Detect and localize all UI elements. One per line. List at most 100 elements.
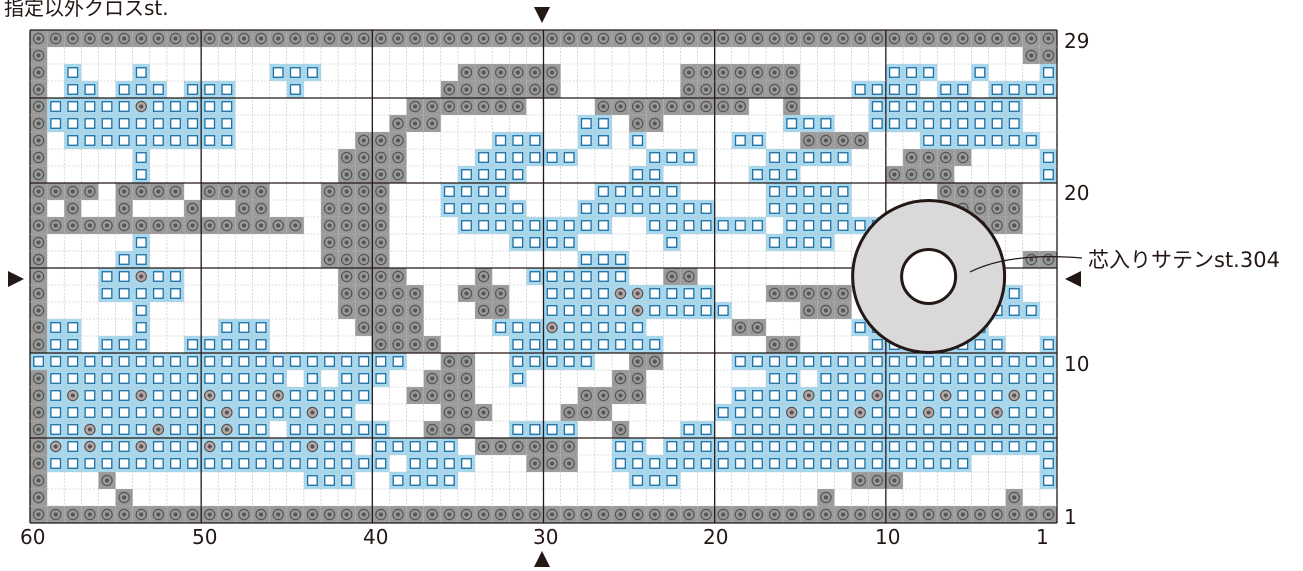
ring-stitch-mark bbox=[905, 508, 918, 521]
ring-stitch-dot bbox=[276, 36, 281, 41]
cross-stitch-mark bbox=[546, 356, 558, 367]
cross-stitch-mark bbox=[769, 169, 781, 180]
cross-stitch-mark bbox=[820, 186, 832, 197]
cross-stitch-mark bbox=[170, 390, 181, 401]
cross-stitch-mark bbox=[495, 169, 507, 180]
ring-stitch-dot bbox=[498, 70, 503, 75]
ring-stitch-mark bbox=[734, 83, 747, 96]
cross-stitch-mark bbox=[734, 135, 746, 146]
cross-stitch-mark bbox=[135, 135, 147, 146]
ring-stitch-dot bbox=[909, 172, 914, 177]
cross-stitch-mark bbox=[683, 152, 695, 163]
ring-stitch-mark bbox=[991, 219, 1003, 232]
cross-stitch-mark bbox=[67, 373, 79, 384]
ring-stitch-mark bbox=[529, 32, 541, 45]
cross-stitch-mark bbox=[666, 220, 678, 231]
cross-stitch-mark bbox=[101, 390, 113, 401]
cross-stitch-mark bbox=[649, 288, 661, 299]
ring-stitch-dot bbox=[823, 495, 828, 500]
ring-stitch-mark bbox=[580, 406, 593, 419]
ring-stitch-dot bbox=[70, 206, 75, 211]
ring-stitch-dot bbox=[36, 274, 41, 279]
ring-stitch-mark bbox=[186, 219, 199, 232]
cross-stitch-mark bbox=[923, 458, 935, 469]
cross-stitch-mark bbox=[461, 220, 472, 231]
ring-stitch-dot bbox=[669, 104, 674, 109]
cross-stitch-mark bbox=[769, 390, 781, 401]
ring-stitch-dot bbox=[738, 104, 743, 109]
ring-stitch-mark bbox=[477, 32, 490, 45]
cross-stitch-mark bbox=[512, 135, 524, 146]
ring-stitch-dot bbox=[567, 512, 572, 517]
ring-stitch-dot bbox=[995, 512, 1000, 517]
ring-stitch-mark bbox=[186, 202, 199, 215]
ring-stitch-mark bbox=[67, 185, 79, 198]
ring-stitch-dot bbox=[550, 36, 555, 41]
ring-stitch-dot bbox=[413, 393, 418, 398]
ring-stitch-mark bbox=[426, 389, 438, 402]
cross-stitch-mark bbox=[495, 152, 507, 163]
cross-stitch-mark bbox=[341, 390, 353, 401]
ring-stitch-mark bbox=[32, 185, 45, 198]
cross-stitch-mark bbox=[118, 254, 130, 265]
x-tick-40: 40 bbox=[363, 525, 389, 549]
cross-stitch-mark bbox=[1042, 67, 1054, 78]
ring-stitch-mark bbox=[32, 389, 45, 402]
ring-stitch-dot bbox=[430, 342, 435, 347]
cross-stitch-mark bbox=[820, 390, 832, 401]
cross-stitch-mark bbox=[1008, 356, 1020, 367]
ring-stitch-mark bbox=[392, 270, 404, 283]
ring-stitch-mark bbox=[323, 508, 336, 521]
ring-stitch-mark bbox=[255, 32, 267, 45]
ring-stitch-mark bbox=[340, 185, 353, 198]
cross-stitch-mark bbox=[118, 424, 130, 435]
x-tick-1: 1 bbox=[1036, 525, 1049, 549]
ring-stitch-mark bbox=[871, 32, 884, 45]
ring-stitch-dot bbox=[344, 223, 349, 228]
ring-stitch-mark bbox=[888, 474, 901, 487]
ring-stitch-mark bbox=[375, 508, 387, 521]
ring-stitch-dot bbox=[909, 155, 914, 160]
ring-stitch-mark bbox=[477, 287, 490, 300]
ring-stitch-dot bbox=[584, 512, 589, 517]
cross-stitch-mark bbox=[837, 390, 849, 401]
ring-stitch-mark bbox=[443, 100, 456, 113]
ring-stitch-dot bbox=[532, 461, 537, 466]
cross-stitch-mark bbox=[563, 339, 575, 350]
cross-stitch-mark bbox=[546, 288, 558, 299]
ring-stitch-mark bbox=[785, 83, 798, 96]
ring-stitch-mark bbox=[546, 457, 558, 470]
cross-stitch-mark bbox=[187, 390, 199, 401]
ring-stitch-dot bbox=[635, 393, 640, 398]
ring-stitch-mark bbox=[734, 100, 747, 113]
ring-stitch-mark bbox=[238, 219, 250, 232]
ring-stitch-dot bbox=[960, 36, 965, 41]
cross-stitch-mark bbox=[135, 169, 147, 180]
ring-stitch-mark bbox=[426, 117, 438, 130]
ring-stitch-dot bbox=[122, 495, 127, 500]
cross-stitch-mark bbox=[187, 424, 199, 435]
cross-stitch-mark bbox=[170, 407, 181, 418]
ring-stitch-dot bbox=[259, 189, 264, 194]
ring-stitch-mark bbox=[1042, 49, 1055, 62]
cross-stitch-mark bbox=[906, 84, 917, 95]
ring-stitch-dot bbox=[464, 427, 469, 432]
ring-stitch-mark bbox=[32, 406, 45, 419]
ring-stitch-mark bbox=[957, 32, 969, 45]
legend-title: 指定以外クロスst. bbox=[4, 0, 169, 20]
cross-stitch-mark bbox=[957, 135, 969, 146]
x-tick-30: 30 bbox=[533, 525, 559, 549]
ring-stitch-dot bbox=[361, 325, 366, 330]
ring-stitch-dot bbox=[36, 189, 41, 194]
cross-stitch-mark bbox=[991, 390, 1003, 401]
ring-stitch-dot bbox=[1012, 36, 1017, 41]
ring-stitch-mark bbox=[563, 508, 575, 521]
ring-stitch-mark bbox=[803, 32, 815, 45]
ring-stitch-dot bbox=[70, 223, 75, 228]
ring-stitch-mark bbox=[152, 508, 165, 521]
cross-stitch-mark bbox=[974, 67, 986, 78]
ring-stitch-dot bbox=[378, 274, 383, 279]
cross-stitch-mark bbox=[632, 135, 644, 146]
cross-stitch-mark bbox=[409, 458, 421, 469]
